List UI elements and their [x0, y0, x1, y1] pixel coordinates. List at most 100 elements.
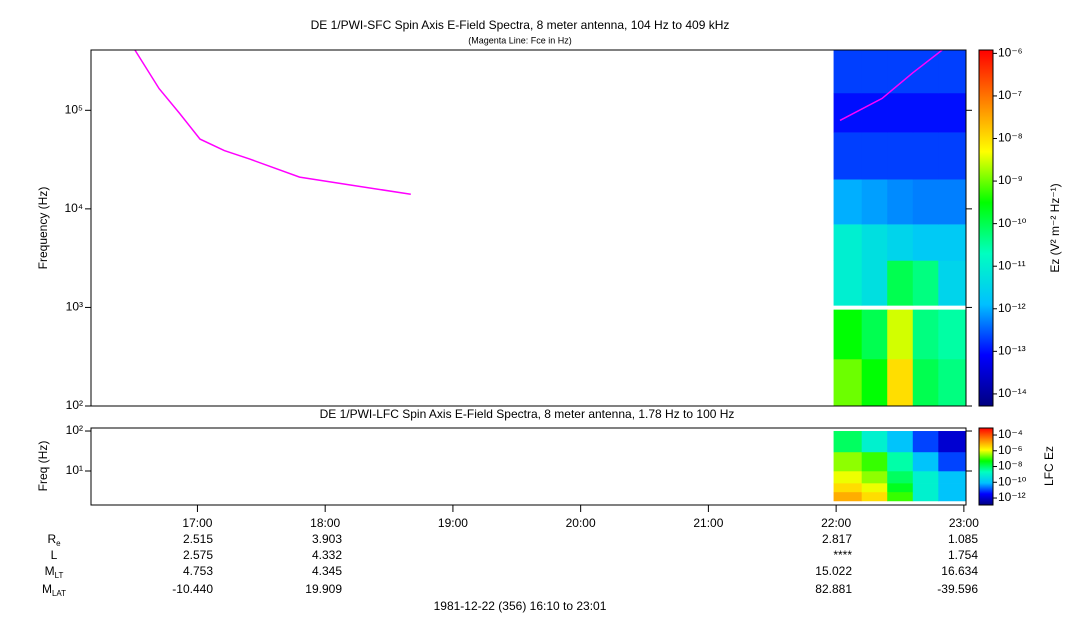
x-tick-label: 17:00: [182, 516, 212, 530]
spectrogram-cell: [861, 50, 888, 94]
x-tick-label: 18:00: [310, 516, 340, 530]
plot-area: [833, 431, 966, 502]
spectrogram-cell: [912, 470, 939, 484]
spectrogram-cell: [938, 491, 966, 502]
spectrogram-cell: [938, 358, 966, 406]
spectrogram-cell: [861, 483, 888, 493]
spectrogram-cell: [861, 132, 888, 180]
plot-frame: [90, 427, 967, 506]
spectrogram-cell: [861, 179, 888, 225]
plot-area: [134, 50, 966, 406]
spectrogram-cell: [833, 132, 863, 180]
ephemeris-value: 1.085: [948, 532, 978, 546]
chart-subtitle: (Magenta Line: Fce in Hz): [468, 35, 572, 45]
row-label-text: M: [42, 582, 52, 596]
spectrogram-cell: [887, 491, 914, 502]
x-tick-label: 23:00: [949, 516, 979, 530]
colorbar: [978, 427, 994, 506]
y-axis-label: Freq (Hz): [36, 441, 50, 492]
y-tick-label: 10¹: [66, 463, 83, 477]
spectrogram-cell: [861, 431, 888, 453]
spectrogram-cell: [887, 179, 914, 225]
plot-frame: [90, 49, 967, 407]
spectrogram-cell: [861, 92, 888, 133]
chart-title: DE 1/PWI-LFC Spin Axis E-Field Spectra, …: [320, 407, 735, 421]
colorbar-tick-label: 10⁻⁹: [998, 173, 1023, 187]
y-tick-label: 10²: [66, 398, 83, 412]
row-label-sub: LAT: [52, 589, 66, 598]
spectrogram-cell: [833, 260, 863, 306]
ephemeris-value: 2.575: [183, 548, 213, 562]
spectrogram-cell: [833, 224, 863, 261]
spectrogram-cell: [912, 491, 939, 502]
ephemeris-value: 2.515: [183, 532, 213, 546]
spectrogram-cell: [833, 179, 863, 225]
colorbar-label: Ez (V² m⁻² Hz⁻¹): [1048, 183, 1062, 272]
spectrogram-cell: [861, 358, 888, 406]
spectrogram-cell: [833, 309, 863, 360]
colorbar-tick-label: 10⁻¹⁰: [998, 216, 1027, 230]
spectrogram-cell: [861, 309, 888, 360]
colorbar-tick-label: 10⁻⁶: [998, 46, 1023, 60]
colorbar-tick-label: 10⁻¹²: [998, 490, 1026, 504]
y-tick-label: 10³: [66, 300, 83, 314]
row-label-text: M: [45, 564, 55, 578]
colorbar-tick-label: 10⁻⁴: [998, 427, 1023, 441]
ephemeris-value: 3.903: [312, 532, 342, 546]
row-label-sub: LT: [55, 571, 64, 580]
spectrogram-cell: [833, 358, 863, 406]
row-label: MLAT: [42, 582, 66, 598]
colorbar-tick-label: 10⁻⁸: [998, 459, 1023, 473]
spectrogram-cell: [833, 483, 863, 493]
spectrogram-cell: [938, 431, 966, 453]
ephemeris-value: 19.909: [305, 582, 342, 596]
y-axis-label: Frequency (Hz): [36, 187, 50, 270]
y-tick-label: 10⁵: [65, 102, 83, 116]
spectrogram-cell: [833, 92, 863, 133]
row-label-text: R: [47, 532, 56, 546]
colorbar-tick-label: 10⁻⁶: [998, 443, 1023, 457]
colorbar-tick-label: 10⁻¹²: [998, 301, 1026, 315]
spectrogram-cell: [861, 260, 888, 306]
colorbar-tick-label: 10⁻¹¹: [998, 258, 1026, 272]
spectrogram-cell: [912, 92, 939, 133]
ephemeris-value: -10.440: [172, 582, 213, 596]
spectrogram-cell: [833, 451, 863, 472]
row-label: MLT: [45, 564, 64, 580]
spectrogram-cell: [912, 451, 939, 472]
spectrogram-cell: [938, 132, 966, 180]
row-label: Re: [47, 532, 61, 548]
spectrogram-cell: [938, 451, 966, 472]
spectrogram-cell: [938, 483, 966, 493]
x-tick-label: 21:00: [693, 516, 723, 530]
spectrogram-cell: [861, 470, 888, 484]
spectrogram-cell: [861, 451, 888, 472]
spectrogram-cell: [887, 470, 914, 484]
row-label: L: [51, 548, 58, 562]
footer: 1981-12-22 (356) 16:10 to 23:01: [434, 599, 607, 613]
colorbar-tick-label: 10⁻¹³: [998, 344, 1026, 358]
spectrogram-cell: [912, 431, 939, 453]
ephemeris-value: 15.022: [815, 564, 852, 578]
spectrogram-cell: [938, 92, 966, 133]
colorbar: [978, 49, 994, 407]
ephemeris-value: ****: [833, 548, 852, 562]
spectrogram-cell: [887, 224, 914, 261]
spectrogram-cell: [938, 224, 966, 261]
ephemeris-value: 4.332: [312, 548, 342, 562]
ephemeris-value: 2.817: [822, 532, 852, 546]
ephemeris-value: 4.753: [183, 564, 213, 578]
spectrogram-cell: [887, 132, 914, 180]
spectrogram-cell: [833, 50, 863, 94]
ephemeris-value: 16.634: [941, 564, 978, 578]
spectrogram-cell: [887, 50, 914, 94]
row-label-sub: e: [56, 539, 61, 548]
spectrogram-cell: [887, 358, 914, 406]
spectrogram-cell: [938, 309, 966, 360]
chart-title: DE 1/PWI-SFC Spin Axis E-Field Spectra, …: [311, 18, 730, 32]
spectrogram-cell: [938, 50, 966, 94]
x-tick-label: 19:00: [438, 516, 468, 530]
colorbar-label: LFC Ez: [1042, 446, 1056, 486]
colorbar-tick-label: 10⁻¹⁰: [998, 474, 1027, 488]
